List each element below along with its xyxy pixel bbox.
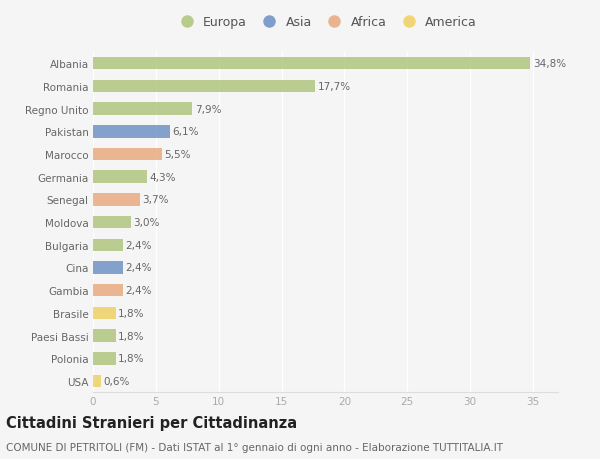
- Bar: [93, 375, 101, 387]
- Text: 2,4%: 2,4%: [125, 263, 152, 273]
- Text: 3,7%: 3,7%: [142, 195, 169, 205]
- Text: 34,8%: 34,8%: [533, 59, 566, 69]
- Text: 2,4%: 2,4%: [125, 285, 152, 296]
- Text: Cittadini Stranieri per Cittadinanza: Cittadini Stranieri per Cittadinanza: [6, 415, 297, 431]
- Bar: [93, 103, 192, 116]
- Bar: [93, 194, 139, 206]
- Bar: [93, 352, 116, 365]
- Bar: [93, 239, 123, 252]
- Text: 7,9%: 7,9%: [195, 104, 221, 114]
- Bar: [93, 126, 170, 138]
- Text: 1,8%: 1,8%: [118, 353, 145, 364]
- Legend: Europa, Asia, Africa, America: Europa, Asia, Africa, America: [169, 11, 482, 34]
- Bar: [93, 80, 316, 93]
- Bar: [93, 171, 147, 184]
- Text: 1,8%: 1,8%: [118, 308, 145, 318]
- Text: 6,1%: 6,1%: [172, 127, 199, 137]
- Text: 17,7%: 17,7%: [318, 82, 351, 92]
- Bar: [93, 262, 123, 274]
- Text: 2,4%: 2,4%: [125, 240, 152, 250]
- Text: 4,3%: 4,3%: [149, 172, 176, 182]
- Text: 3,0%: 3,0%: [133, 218, 160, 228]
- Text: 0,6%: 0,6%: [103, 376, 130, 386]
- Text: 5,5%: 5,5%: [164, 150, 191, 160]
- Bar: [93, 284, 123, 297]
- Bar: [93, 148, 162, 161]
- Bar: [93, 307, 116, 319]
- Text: 1,8%: 1,8%: [118, 331, 145, 341]
- Bar: [93, 330, 116, 342]
- Bar: [93, 58, 530, 70]
- Text: COMUNE DI PETRITOLI (FM) - Dati ISTAT al 1° gennaio di ogni anno - Elaborazione : COMUNE DI PETRITOLI (FM) - Dati ISTAT al…: [6, 442, 503, 452]
- Bar: [93, 216, 131, 229]
